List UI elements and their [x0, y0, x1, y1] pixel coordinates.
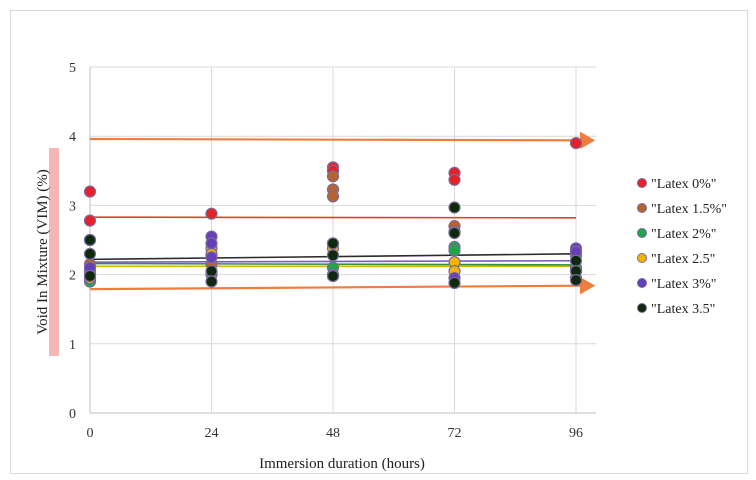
- y-tick-label: 1: [69, 338, 76, 353]
- y-tick-label: 5: [69, 61, 76, 76]
- ylabel-highlight: [49, 148, 59, 356]
- legend-label: "Latex 2.5": [651, 252, 715, 267]
- legend-label: "Latex 3.5": [651, 302, 715, 317]
- data-point: [326, 249, 340, 262]
- trend-line: [89, 259, 577, 263]
- data-point: [569, 137, 583, 150]
- legend-marker: [637, 228, 647, 238]
- y-tick-label: 3: [69, 199, 76, 214]
- data-point: [448, 201, 461, 214]
- chart-frame: [10, 10, 748, 474]
- data-points: [83, 137, 583, 290]
- y-tick-label: 0: [69, 407, 76, 422]
- y-tick-label: 4: [69, 130, 76, 145]
- reference-arrow: [89, 131, 596, 150]
- data-point: [83, 269, 97, 283]
- legend-marker: [637, 303, 647, 313]
- data-point: [83, 185, 97, 198]
- data-point: [326, 170, 340, 183]
- data-point: [83, 233, 97, 247]
- data-point: [205, 237, 218, 250]
- data-point: [326, 237, 340, 250]
- legend-label: "Latex 1.5%": [651, 202, 727, 217]
- data-point: [448, 244, 461, 257]
- x-tick-label: 96: [569, 426, 583, 441]
- reference-arrows: [89, 131, 596, 295]
- x-tick-label: 48: [326, 426, 340, 441]
- x-axis-title: Immersion duration (hours): [259, 456, 425, 472]
- data-point: [448, 173, 461, 186]
- y-axis-title: Void In Mixture (VIM) (%): [35, 169, 51, 335]
- tick-labels: 0 1 2 3 4 5 0 24 48 72 96: [69, 61, 583, 441]
- data-point: [205, 207, 218, 220]
- data-point: [326, 269, 340, 283]
- legend-label: "Latex 2%": [651, 227, 716, 242]
- legend-label: "Latex 3%": [651, 277, 716, 292]
- data-point: [205, 275, 218, 288]
- legend-marker: [637, 278, 647, 288]
- data-point: [569, 254, 583, 267]
- y-tick-label: 2: [69, 269, 76, 284]
- reference-arrow: [89, 276, 596, 295]
- x-tick-label: 72: [448, 426, 462, 441]
- grid-lines: [89, 66, 596, 414]
- x-tick-label: 0: [87, 426, 94, 441]
- data-point: [326, 190, 340, 203]
- legend-marker: [637, 253, 647, 263]
- data-point: [448, 226, 461, 240]
- legend-marker: [637, 178, 647, 188]
- trend-line: [89, 216, 577, 219]
- x-tick-label: 24: [205, 426, 219, 441]
- legend-marker: [637, 203, 647, 213]
- data-point: [205, 251, 218, 264]
- legend: "Latex 0%" "Latex 1.5%" "Latex 2%" "Latex 2…: [637, 177, 727, 317]
- data-point: [83, 214, 97, 227]
- data-point: [83, 247, 97, 260]
- legend-label: "Latex 0%": [651, 177, 716, 192]
- data-point: [205, 265, 218, 278]
- data-point: [448, 276, 461, 290]
- data-point: [569, 274, 583, 287]
